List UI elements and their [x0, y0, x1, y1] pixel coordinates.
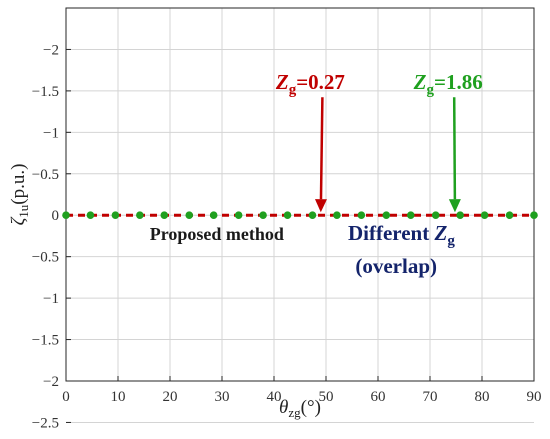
arrowhead-zg186: [448, 199, 461, 213]
x-tick-label: 20: [163, 389, 178, 405]
annotation-different-zg: Different Zg: [348, 221, 455, 249]
series-zg186-point: [308, 211, 317, 220]
arrow-zg027: [319, 97, 324, 200]
series-zg186-point: [283, 211, 292, 220]
x-tick-label: 60: [371, 389, 386, 405]
x-axis: 0 10 20 30 40 50 60 70 80 90: [62, 376, 542, 405]
y-tick-label: −1.5: [32, 84, 59, 100]
series-zg186-point: [111, 211, 120, 220]
annotation-proposed-method: Proposed method: [150, 224, 284, 244]
series-zg186-point: [333, 211, 341, 220]
y-tick-label: −2: [43, 374, 59, 390]
y-tick-label: −0.5: [32, 167, 59, 183]
x-tick-label: 40: [267, 389, 282, 405]
y-tick-label: −1.5: [32, 333, 59, 349]
annotation-zg027: Zg=0.27: [275, 70, 345, 98]
series-zg186-point: [431, 211, 440, 220]
annotation-overlap: (overlap): [355, 254, 437, 278]
y-tick-label: −2.5: [32, 415, 59, 431]
series-zg186-point: [234, 211, 243, 220]
y-axis: −2 −1.5 −1 −0.5 0 −0.5 −1 −1.5 −2 −2.5: [32, 42, 71, 431]
annotations: Zg=0.27 Zg=1.86 Proposed method Differen…: [150, 70, 483, 278]
x-tick-label: 0: [62, 389, 70, 405]
plot-frame: [65, 7, 535, 382]
series-zg186-point: [530, 211, 538, 220]
y-tick-label: −1: [43, 125, 59, 141]
series-layer: [62, 211, 538, 220]
y-tick-label: −2: [43, 42, 59, 58]
series-zg186-point: [406, 211, 415, 220]
x-tick-label: 90: [527, 389, 542, 405]
x-axis-label: θzg(°): [279, 397, 321, 420]
x-tick-label: 70: [423, 389, 438, 405]
x-tick-label: 10: [111, 389, 126, 405]
series-zg186-point: [62, 211, 70, 220]
series-zg186-point: [136, 211, 144, 220]
y-tick-label: 0: [52, 208, 60, 224]
series-zg186-point: [259, 211, 267, 220]
series-zg186-point: [185, 211, 194, 220]
series-zg186-point: [209, 211, 218, 220]
series-zg186-point: [160, 211, 169, 220]
y-tick-label: −0.5: [32, 250, 59, 266]
arrowhead-zg027: [314, 199, 327, 213]
y-tick-label: −1: [43, 291, 59, 307]
series-zg186-point: [382, 211, 391, 220]
x-tick-label: 80: [475, 389, 490, 405]
series-zg186-point: [456, 211, 464, 220]
series-zg186-point: [480, 211, 489, 220]
series-zg186-point: [86, 211, 95, 220]
x-tick-label: 30: [215, 389, 230, 405]
arrow-zg186: [452, 97, 457, 200]
grid: [65, 8, 535, 423]
series-zg186-point: [505, 211, 514, 220]
series-zg186-point: [357, 211, 366, 220]
y-axis-label: ζ1u(p.u.): [8, 164, 31, 226]
x-tick-label: 50: [319, 389, 334, 405]
annotation-zg186: Zg=1.86: [413, 70, 483, 98]
